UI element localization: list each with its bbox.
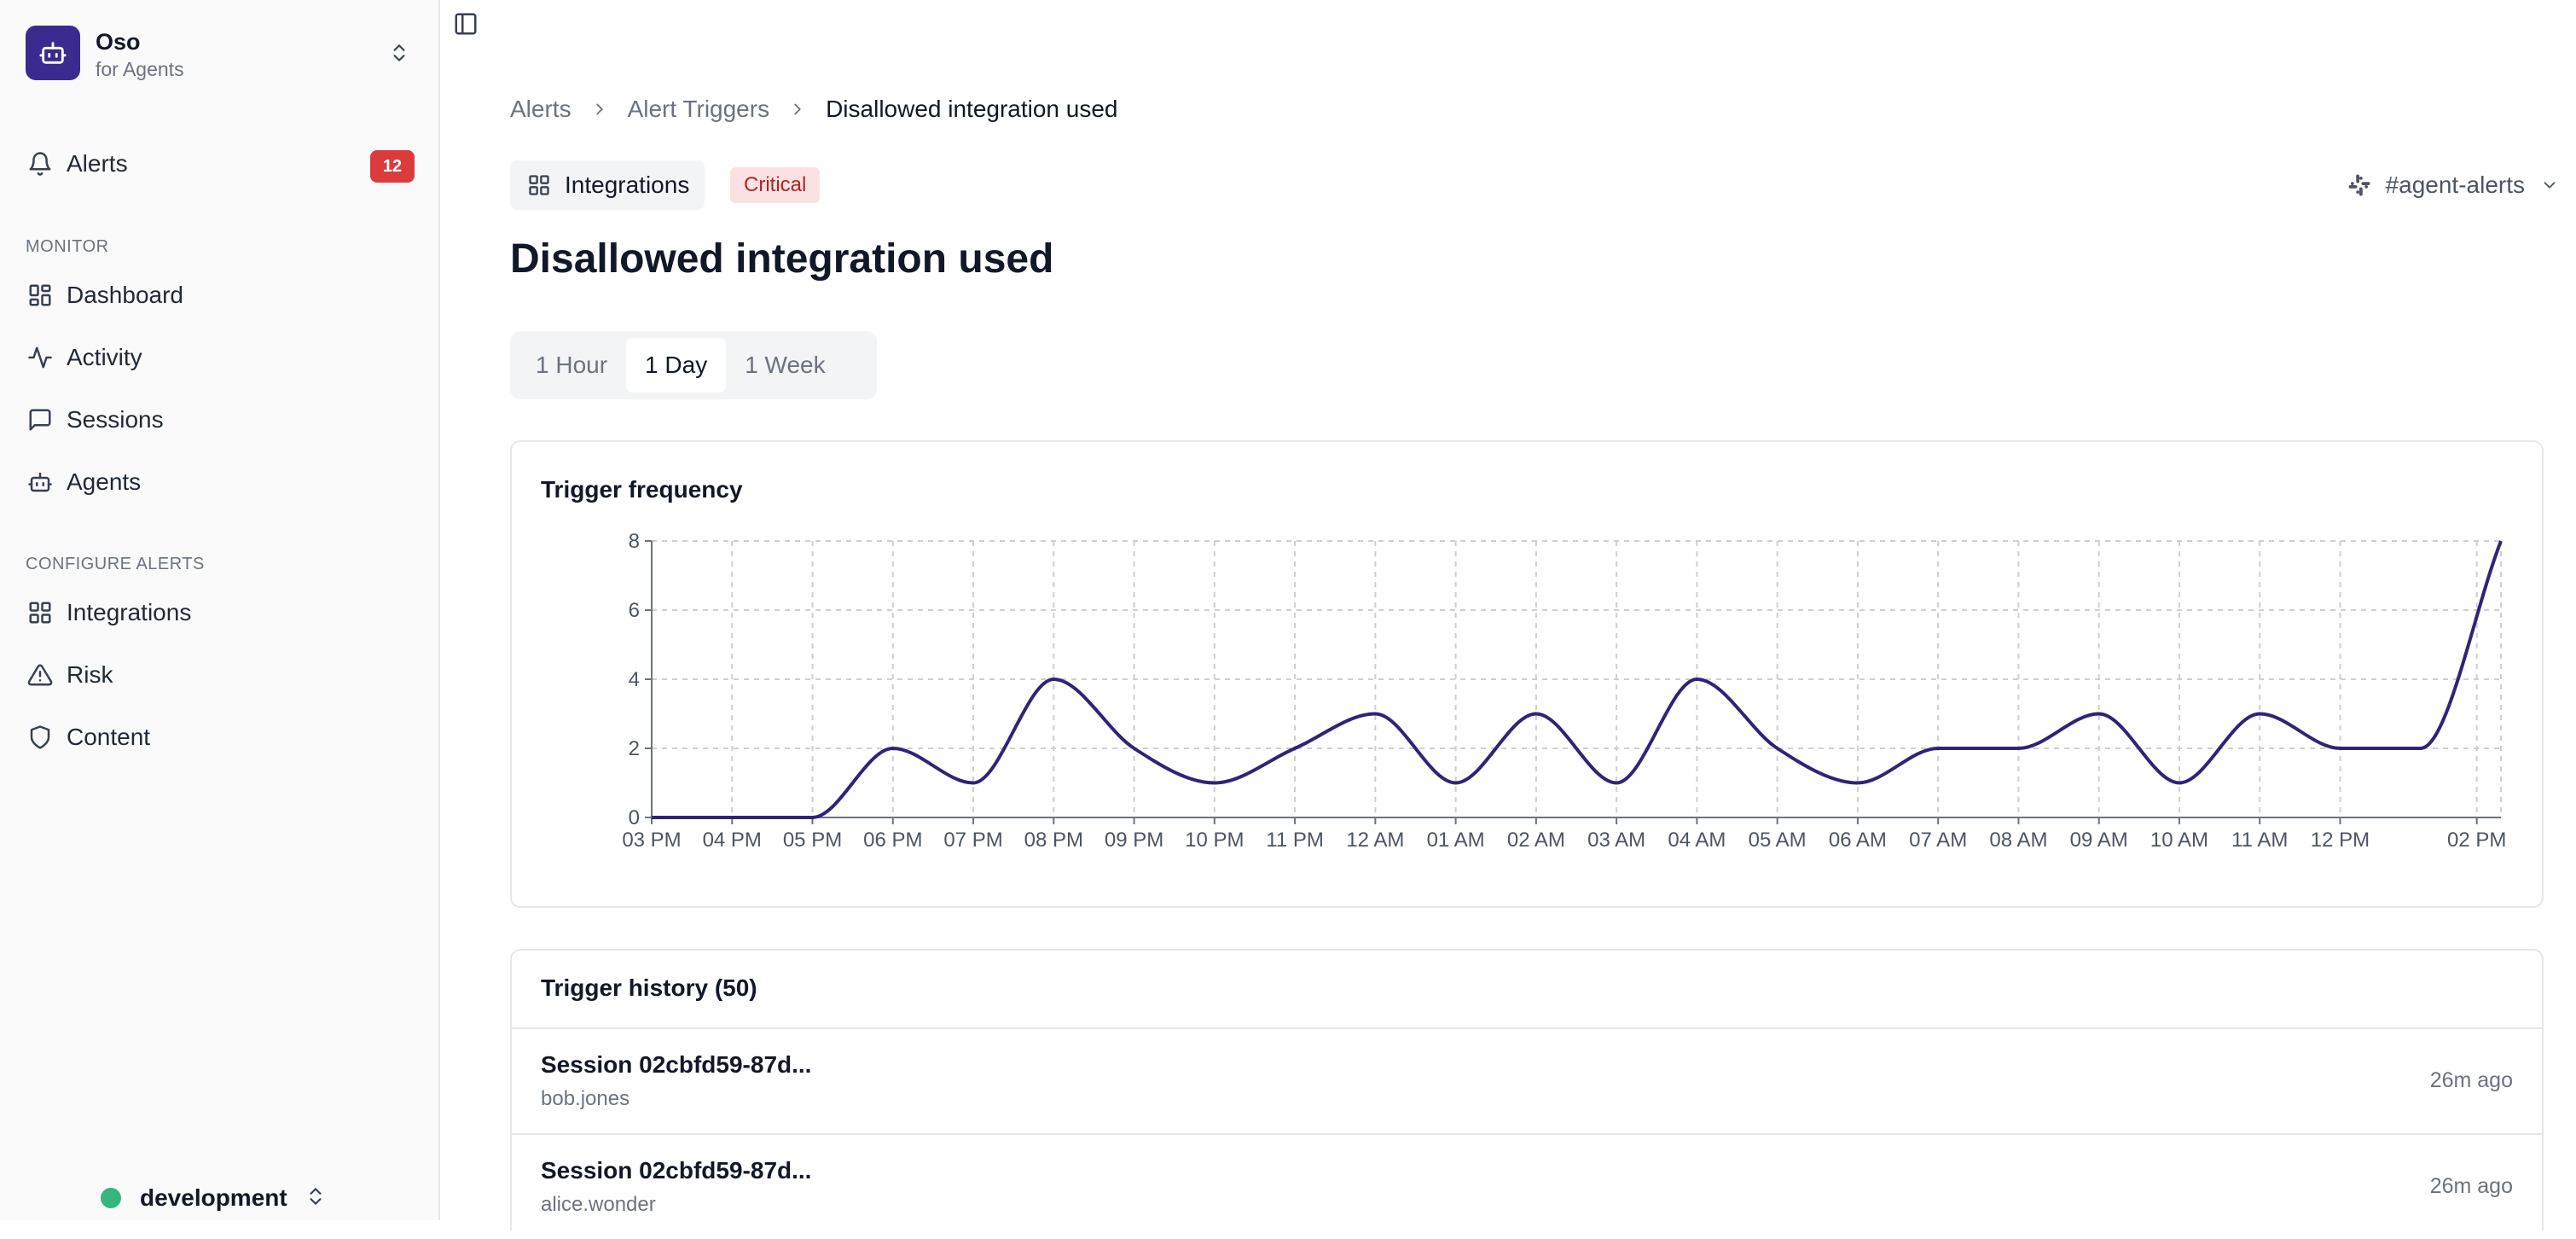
dashboard-icon (26, 281, 55, 310)
org-subtitle: for Agents (96, 58, 184, 80)
warning-triangle-icon (26, 660, 55, 689)
category-tag-label: Integrations (565, 172, 690, 198)
range-1-hour[interactable]: 1 Hour (536, 352, 608, 378)
trigger-frequency-card: Trigger frequency 0 2 4 6 8 03 PM 04 PM 05 PM 06… (510, 440, 2544, 908)
breadcrumb-current: Disallowed integration used (826, 96, 1118, 122)
bell-icon (26, 149, 55, 178)
x-tick-label: 02 AM (1507, 829, 1565, 852)
trigger-frequency-line (652, 540, 2503, 820)
activity-icon (26, 343, 55, 372)
session-user: bob.jones (541, 1087, 630, 1110)
message-square-icon (26, 405, 55, 434)
session-title: Session 02cbfd59-87d... (541, 1051, 812, 1078)
sidebar-item-sessions[interactable]: Sessions (26, 396, 415, 444)
x-tick-label: 07 AM (1909, 829, 1967, 852)
x-tick-label: 09 PM (1105, 829, 1163, 852)
chart-title: Trigger frequency (541, 476, 743, 503)
sidebar-item-content[interactable]: Content (26, 713, 415, 761)
session-time: 26m ago (2429, 1068, 2513, 1092)
y-tick-label: 8 (629, 530, 640, 553)
bot-icon (26, 468, 55, 497)
sidebar-item-label: Dashboard (67, 282, 183, 308)
x-tick-label: 01 AM (1427, 829, 1485, 852)
x-tick-label: 10 PM (1185, 829, 1244, 852)
x-tick-label: 12 PM (2311, 829, 2370, 852)
breadcrumb-alerts[interactable]: Alerts (510, 96, 571, 122)
page-title: Disallowed integration used (510, 236, 1054, 282)
x-tick-label: 06 AM (1829, 829, 1887, 852)
sidebar-item-alerts[interactable]: Alerts 12 (26, 140, 415, 188)
chevron-right-icon (590, 100, 609, 119)
environment-switcher[interactable]: development (101, 1181, 327, 1215)
x-tick-label: 07 PM (943, 829, 1002, 852)
sidebar-item-agents[interactable]: Agents (26, 458, 415, 506)
bot-logo-icon (26, 26, 80, 80)
x-tick-label: 08 PM (1024, 829, 1083, 852)
environment-name: development (140, 1184, 287, 1211)
y-tick-label: 4 (629, 668, 640, 691)
org-switcher[interactable]: Oso for Agents (26, 26, 415, 80)
sidebar-item-label: Sessions (67, 406, 164, 433)
sidebar-item-activity[interactable]: Activity (26, 334, 415, 381)
sidebar-item-label: Activity (67, 344, 142, 370)
session-user: alice.wonder (541, 1193, 656, 1216)
x-tick-label: 11 PM (1266, 829, 1324, 852)
sidebar-item-integrations[interactable]: Integrations (26, 589, 415, 637)
session-title: Session 02cbfd59-87d... (541, 1157, 812, 1184)
chevrons-up-down-icon[interactable] (384, 38, 415, 68)
channel-name: #agent-alerts (2385, 172, 2525, 198)
range-1-day[interactable]: 1 Day (626, 338, 727, 393)
sidebar-item-risk[interactable]: Risk (26, 651, 415, 699)
x-tick-label: 08 AM (1989, 829, 2047, 852)
shield-icon (26, 723, 55, 752)
sidebar-item-dashboard[interactable]: Dashboard (26, 271, 415, 319)
sidebar-toggle-icon[interactable] (449, 7, 483, 41)
slack-icon (2345, 171, 2374, 200)
sidebar-item-label: Risk (67, 661, 113, 688)
x-tick-label: 04 AM (1668, 829, 1726, 852)
sidebar-item-label: Alerts (67, 150, 128, 177)
breadcrumb: Alerts Alert Triggers Disallowed integra… (510, 96, 1118, 123)
y-tick-label: 0 (629, 806, 640, 829)
sidebar: Oso for Agents Alerts 12 MONITOR Dashboa… (0, 0, 440, 1220)
channel-selector[interactable]: #agent-alerts (2345, 166, 2559, 205)
chevron-right-icon (788, 100, 807, 119)
integrations-icon (525, 172, 553, 199)
alerts-count-badge: 12 (370, 150, 415, 183)
history-row[interactable]: Session 02cbfd59-87d... bob.jones 26m ag… (512, 1027, 2542, 1133)
x-tick-label: 11 AM (2231, 829, 2288, 852)
x-tick-label: 03 AM (1587, 829, 1645, 852)
sidebar-item-label: Content (67, 724, 151, 750)
trigger-frequency-chart: 0 2 4 6 8 03 PM 04 PM 05 PM 06 PM 07 PM 08 PM 09 PM… (622, 530, 2506, 852)
severity-badge: Critical (730, 167, 821, 203)
chevrons-up-down-icon (305, 1185, 327, 1212)
monitor-section-heading: MONITOR (26, 237, 109, 256)
x-tick-label: 02 PM (2447, 829, 2506, 852)
x-tick-label: 03 PM (622, 829, 681, 852)
history-row[interactable]: Session 02cbfd59-87d... alice.wonder 26m… (512, 1133, 2542, 1239)
history-title: Trigger history (50) (541, 974, 757, 1001)
configure-section-heading: CONFIGURE ALERTS (26, 555, 205, 573)
session-time: 26m ago (2429, 1174, 2513, 1198)
x-tick-label: 06 PM (863, 829, 922, 852)
trigger-history-card: Trigger history (50) Session 02cbfd59-87… (510, 949, 2544, 1230)
category-tag: Integrations (510, 160, 705, 210)
environment-status-dot (101, 1188, 121, 1208)
org-name: Oso (96, 29, 141, 55)
integrations-icon (26, 598, 55, 627)
x-tick-label: 05 AM (1749, 829, 1807, 852)
y-tick-label: 2 (629, 737, 640, 760)
x-tick-label: 05 PM (783, 829, 842, 852)
range-1-week[interactable]: 1 Week (745, 352, 826, 378)
breadcrumb-alert-triggers[interactable]: Alert Triggers (627, 96, 770, 122)
y-tick-label: 6 (629, 599, 640, 622)
sidebar-item-label: Integrations (67, 599, 192, 625)
x-tick-label: 10 AM (2150, 829, 2208, 852)
x-tick-label: 09 AM (2070, 829, 2128, 852)
x-tick-label: 04 PM (703, 829, 762, 852)
time-range-toggle: 1 Hour 1 Day 1 Week (510, 331, 877, 399)
x-tick-label: 12 AM (1346, 829, 1404, 852)
chevron-down-icon (2540, 176, 2559, 195)
sidebar-item-label: Agents (67, 468, 142, 495)
